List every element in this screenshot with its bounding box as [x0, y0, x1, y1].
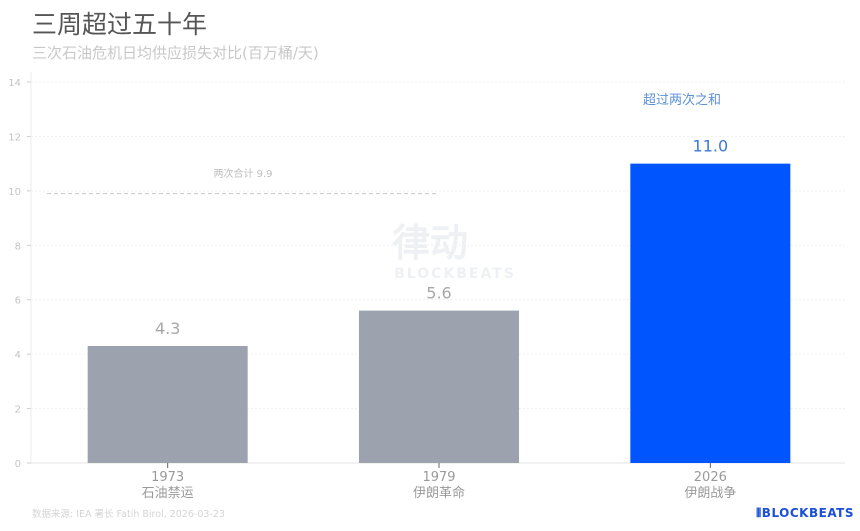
x-tick-label-name: 石油禁运: [142, 486, 194, 501]
x-tick-label-name: 伊朗战争: [684, 486, 736, 501]
y-tick-label: 10: [8, 187, 21, 198]
y-tick-label: 0: [15, 459, 21, 470]
x-tick-label-year: 1979: [422, 470, 455, 485]
y-tick-label: 4: [15, 350, 21, 361]
y-tick-label: 14: [8, 78, 21, 89]
reference-line-label: 两次合计 9.9: [213, 167, 272, 180]
bar-1979: [359, 310, 519, 463]
value-label: 5.6: [426, 284, 451, 303]
annotation: 超过两次之和: [643, 92, 721, 108]
bar-2026: [630, 163, 791, 463]
bar-1973: [87, 345, 248, 463]
blockbeats-logo: ⦀BLOCKBEATS: [756, 506, 854, 521]
watermark-sub: BLOCKBEATS: [394, 266, 516, 282]
logo-icon: ⦀: [756, 506, 762, 520]
x-tick-label-year: 2026: [694, 470, 727, 485]
y-tick-label: 12: [8, 132, 21, 143]
value-label: 11.0: [693, 137, 729, 156]
x-tick-label-year: 1973: [151, 470, 184, 485]
y-tick-label: 2: [15, 405, 21, 416]
y-tick-label: 8: [15, 241, 21, 252]
watermark: 律动: [392, 221, 468, 265]
x-tick-label-name: 伊朗革命: [413, 485, 465, 501]
chart-title: 三周超过五十年: [32, 10, 208, 39]
logo-text: BLOCKBEATS: [761, 506, 854, 520]
value-label: 4.3: [155, 319, 180, 338]
y-tick-label: 6: [15, 296, 21, 307]
chart-subtitle: 三次石油危机日均供应损失对比(百万桶/天): [32, 44, 319, 62]
source-note: 数据来源: IEA 署长 Fatih Birol, 2026-03-23: [32, 509, 225, 520]
